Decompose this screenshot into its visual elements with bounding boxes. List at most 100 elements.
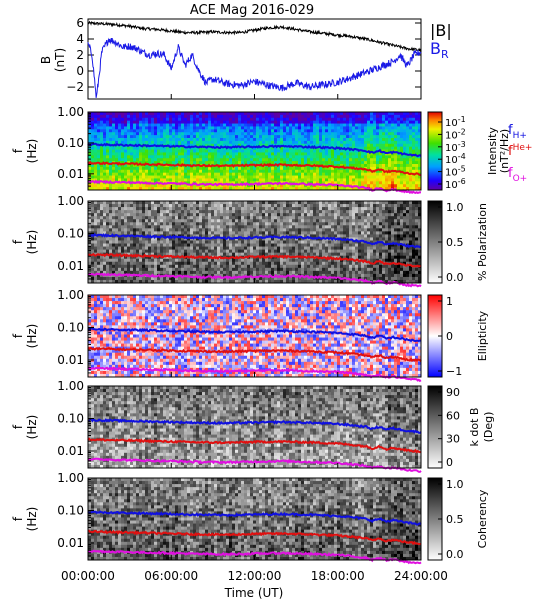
spectrogram-cell xyxy=(280,129,284,133)
spectrogram-cell xyxy=(226,240,230,244)
spectrogram-cell xyxy=(304,172,308,176)
spectrogram-cell xyxy=(202,219,206,223)
spectrogram-cell xyxy=(154,219,158,223)
spectrogram-cell xyxy=(88,158,92,162)
spectrogram-cell xyxy=(223,146,227,150)
spectrogram-cell xyxy=(127,240,131,244)
spectrogram-cell xyxy=(295,169,299,174)
colorbar-tick-label: 10-2 xyxy=(445,127,466,141)
spectrogram-cell xyxy=(187,158,191,162)
spectrogram-cell xyxy=(139,231,143,235)
spectrogram-cell xyxy=(286,169,290,174)
spectrogram-cell xyxy=(400,123,404,127)
spectrogram-cell xyxy=(280,178,284,182)
spectrogram-cell xyxy=(133,258,137,263)
spectrogram-cell xyxy=(280,213,284,217)
spectrogram-cell xyxy=(400,135,404,139)
spectrogram-cell xyxy=(91,213,95,217)
spectrogram-cell xyxy=(271,240,275,244)
spectrogram-cell xyxy=(217,261,221,266)
spectrogram-cell xyxy=(388,152,392,156)
spectrogram-cell xyxy=(109,175,113,179)
spectrogram-cell xyxy=(229,178,233,182)
spectrogram-cell xyxy=(259,169,263,174)
spectrogram-cell xyxy=(211,231,215,235)
spectrogram-cell xyxy=(157,246,161,250)
spectrogram-cell xyxy=(388,161,392,165)
spectrogram-cell xyxy=(124,175,128,179)
spectrogram-cell xyxy=(259,210,263,214)
spectrogram-cell xyxy=(178,178,182,182)
spectrogram-cell xyxy=(298,117,302,122)
spectrogram-cell xyxy=(193,270,197,275)
spectrogram-cell xyxy=(214,166,218,171)
spectrogram-cell xyxy=(163,184,167,188)
spectrogram-cell xyxy=(136,240,140,244)
spectrogram-cell xyxy=(193,117,197,122)
spectrogram-cell xyxy=(322,184,326,188)
spectrogram-cell xyxy=(406,146,410,150)
spectrogram-cell xyxy=(130,164,134,168)
spectrogram-cell xyxy=(304,155,308,159)
spectrogram-cell xyxy=(361,161,365,165)
spectrogram-cell xyxy=(292,132,296,136)
spectrogram-cell xyxy=(325,143,329,148)
spectrogram-cell xyxy=(205,201,209,205)
spectrogram-cell xyxy=(274,228,278,232)
spectrogram-cell xyxy=(112,201,116,205)
spectrogram-cell xyxy=(280,225,284,229)
spectrogram-cell xyxy=(166,155,170,159)
spectrogram-cell xyxy=(172,161,176,165)
spectrogram-cell xyxy=(394,143,398,148)
spectrogram-cell xyxy=(199,240,203,244)
spectrogram-cell xyxy=(265,146,269,150)
spectrogram-cell xyxy=(94,243,98,247)
spectrogram-cell xyxy=(328,158,332,162)
spectrogram-cell xyxy=(349,143,353,148)
spectrogram-cell xyxy=(223,207,227,211)
spectrogram-cell xyxy=(247,264,251,269)
spectrogram-cell xyxy=(211,243,215,247)
spectrogram-cell xyxy=(292,270,296,275)
spectrogram-cell xyxy=(229,175,233,179)
spectrogram-cell xyxy=(289,169,293,174)
spectrogram-cell xyxy=(127,243,131,247)
spectrogram-cell xyxy=(361,146,365,150)
spectrogram-cell xyxy=(190,267,194,272)
spectrogram-cell xyxy=(271,184,275,188)
spectrogram-cell xyxy=(133,261,137,266)
spectrogram-cell xyxy=(169,117,173,122)
spectrogram-cell xyxy=(169,252,173,257)
spectrogram-cell xyxy=(286,213,290,217)
spectrogram-cell xyxy=(223,270,227,275)
spectrogram-cell xyxy=(235,207,239,211)
spectrogram-cell xyxy=(130,129,134,133)
spectrogram-cell xyxy=(160,135,164,139)
spectrogram-cell xyxy=(202,178,206,182)
spectrogram-cell xyxy=(256,276,260,281)
spectrogram-cell xyxy=(403,187,407,191)
spectrogram-cell xyxy=(148,158,152,162)
spectrogram-cell xyxy=(109,219,113,223)
spectrogram-cell xyxy=(196,225,200,229)
spectrogram-cell xyxy=(250,178,254,182)
spectrogram-cell xyxy=(361,140,365,145)
spectrogram-cell xyxy=(394,140,398,145)
spectrogram-cell xyxy=(376,146,380,150)
spectrogram-cell xyxy=(139,132,143,136)
spectrogram-cell xyxy=(124,155,128,159)
spectrogram-cell xyxy=(124,279,128,284)
spectrogram-cell xyxy=(304,129,308,133)
spectrogram-cell xyxy=(100,112,104,116)
spectrogram-cell xyxy=(388,129,392,133)
spectrogram-cell xyxy=(385,120,389,124)
spectrogram-cell xyxy=(103,204,107,208)
spectrogram-cell xyxy=(268,246,272,250)
spectrogram-cell xyxy=(310,172,314,176)
spectrogram-cell xyxy=(151,146,155,150)
spectrogram-cell xyxy=(217,135,221,139)
spectrogram-cell xyxy=(184,219,188,223)
spectrogram-cell xyxy=(241,207,245,211)
spectrogram-cell xyxy=(295,261,299,266)
spectrogram-cell xyxy=(163,132,167,136)
